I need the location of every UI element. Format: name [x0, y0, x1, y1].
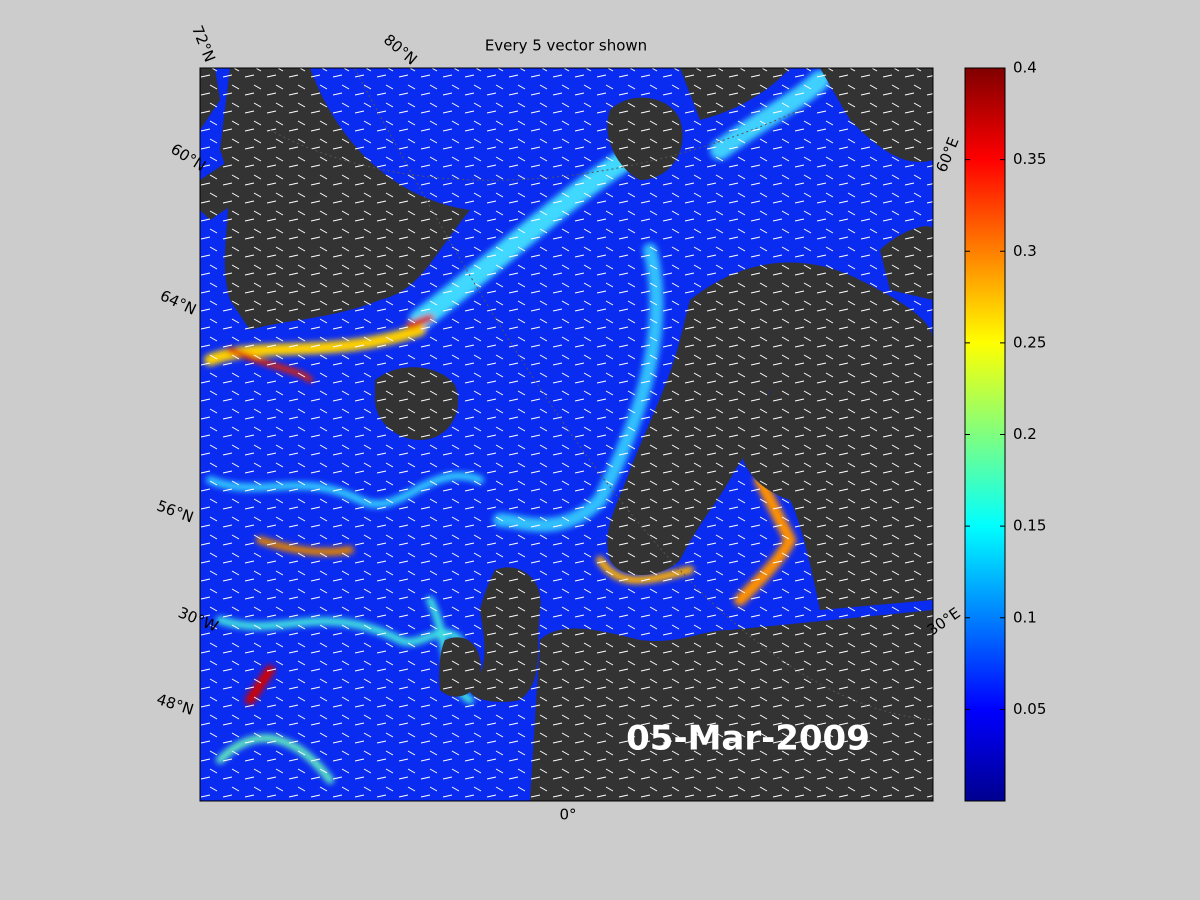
graticule-label: 48°N	[154, 690, 196, 719]
colorbar-tick-label: 0.05	[1013, 700, 1046, 718]
graticule-label: 0°	[559, 806, 576, 824]
colorbar-tick-label: 0.1	[1013, 608, 1037, 626]
graticule-label: 64°N	[157, 286, 199, 318]
title: Every 5 vector shown	[485, 37, 647, 55]
colorbar-tick-label: 0.15	[1013, 517, 1046, 535]
graticule-label: 60°E	[932, 135, 962, 175]
date-label: 05-Mar-2009	[626, 719, 870, 759]
vectors	[200, 68, 933, 801]
map-frame	[199, 67, 934, 802]
colorbar-tick-label: 0.25	[1013, 333, 1046, 351]
colorbar-tick-label: 0.3	[1013, 242, 1037, 260]
graticule-label: 72°N	[188, 23, 219, 65]
graticule-label: 80°N	[380, 31, 421, 69]
map	[200, 68, 933, 801]
colorbar-tick-label: 0.2	[1013, 425, 1037, 443]
colorbar	[964, 67, 1006, 802]
colorbar-tick-label: 0.4	[1013, 59, 1037, 77]
colorbar-tick-label: 0.35	[1013, 150, 1046, 168]
graticule	[269, 68, 933, 721]
graticule-label: 56°N	[154, 497, 196, 527]
